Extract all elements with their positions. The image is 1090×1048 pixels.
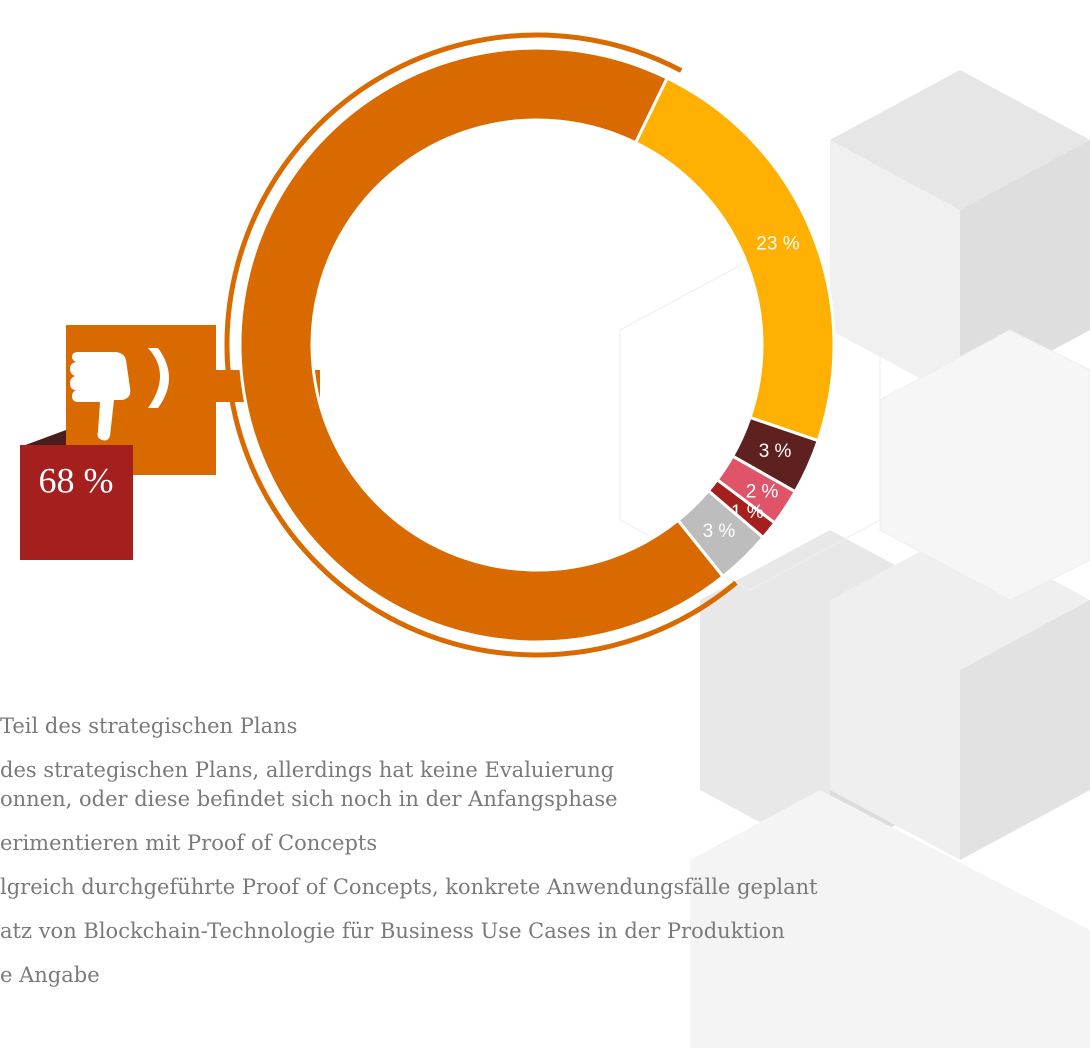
data-label: 23 % xyxy=(756,234,799,255)
data-label: 2 % xyxy=(746,481,779,502)
legend-entry: des strategischen Plans, allerdings hat … xyxy=(0,756,1090,814)
legend: Teil des strategischen Plans des strategi… xyxy=(0,712,1090,1005)
legend-entry: atz von Blockchain-Technologie für Busin… xyxy=(0,917,1090,946)
page: 68 %23 %3 %2 %1 %3 % Teil des strategisc… xyxy=(0,0,1090,1048)
data-label: 3 % xyxy=(703,521,736,542)
legend-entry: e Angabe xyxy=(0,961,1090,990)
legend-entry: erimentieren mit Proof of Concepts xyxy=(0,829,1090,858)
donut-segment xyxy=(636,78,834,441)
data-label: 3 % xyxy=(759,441,792,462)
legend-entry: Teil des strategischen Plans xyxy=(0,712,1090,741)
callout-label: 68 % xyxy=(39,460,114,500)
legend-entry: lgreich durchgeführte Proof of Concepts,… xyxy=(0,873,1090,902)
